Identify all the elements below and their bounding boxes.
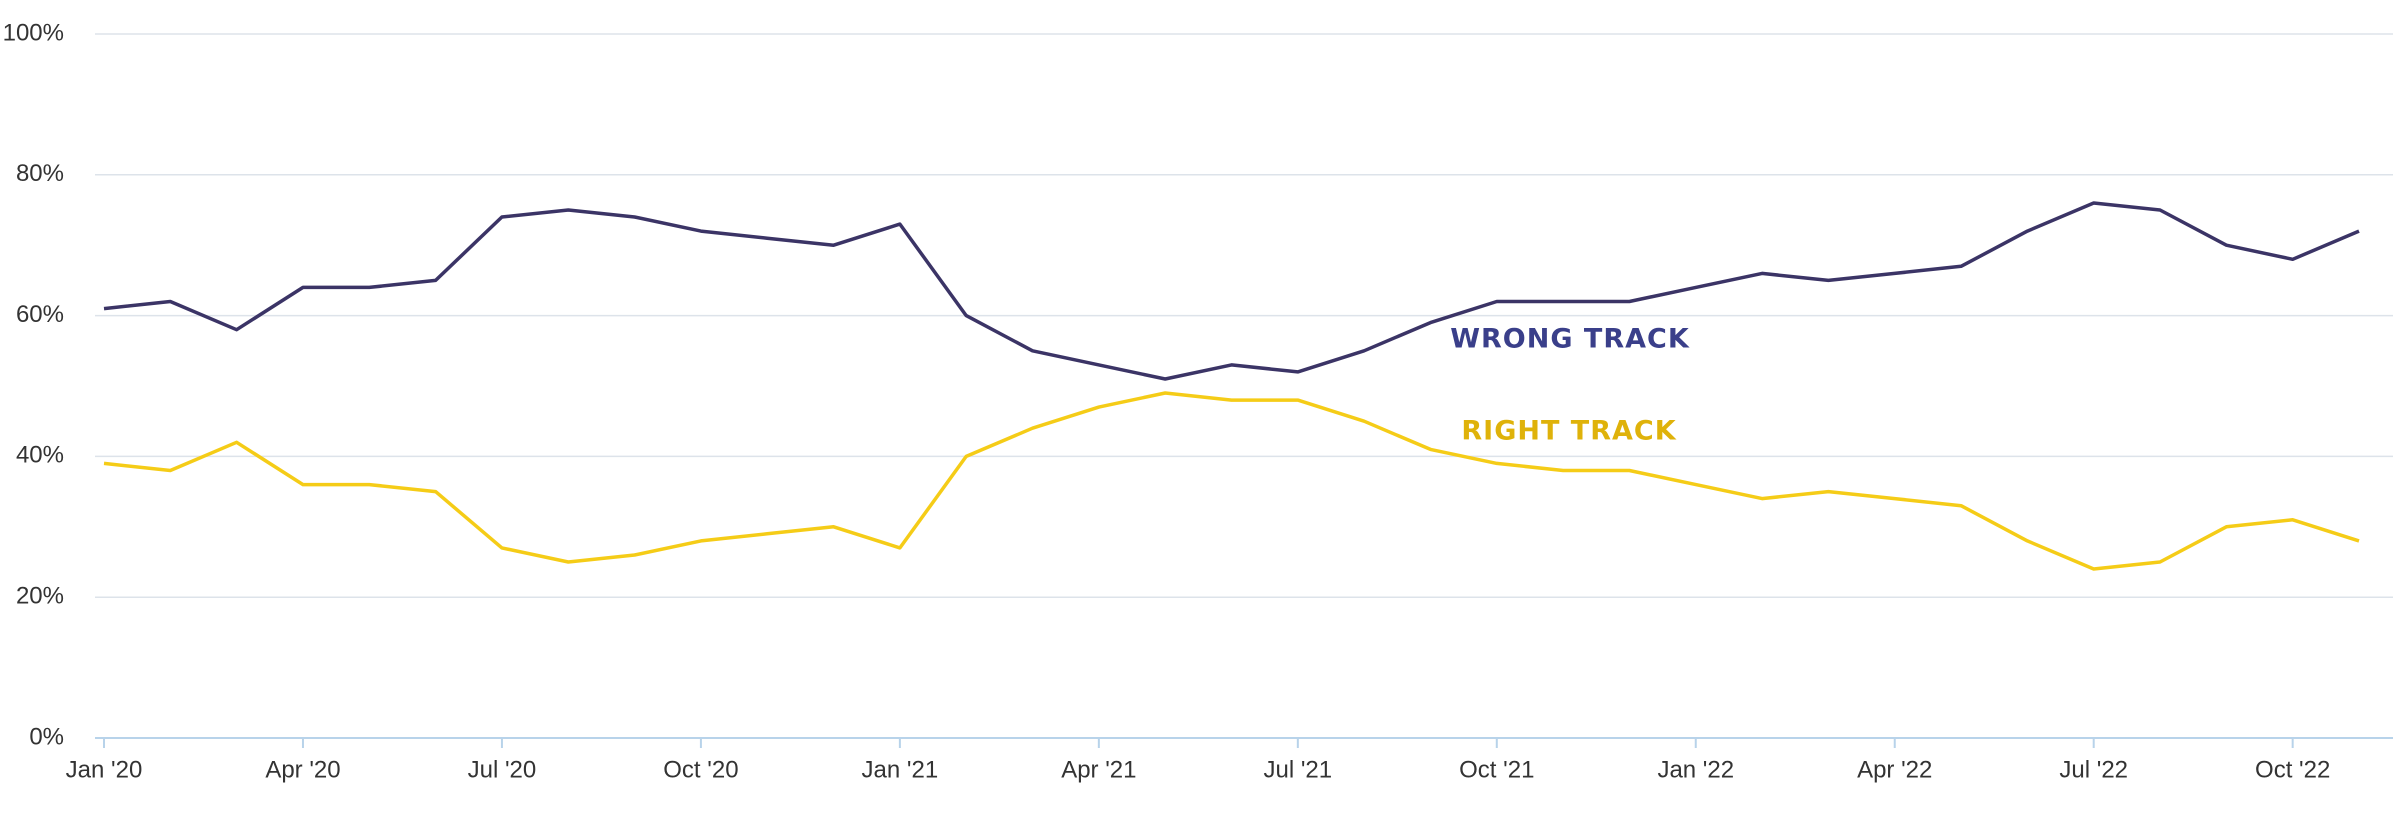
x-tick-label: Apr '22 [1857,756,1932,783]
x-tick-label: Oct '22 [2255,756,2330,783]
y-tick-label: 40% [16,442,64,469]
x-tick-label: Oct '20 [663,756,738,783]
x-tick-label: Oct '21 [1459,756,1534,783]
x-tick-label: Apr '20 [265,756,340,783]
y-tick-label: 80% [16,160,64,187]
series-label: WRONG TRACK [1450,324,1690,355]
x-tick-label: Apr '21 [1061,756,1136,783]
line [103,391,2360,571]
line [103,201,2360,381]
y-tick-label: 60% [16,301,64,328]
x-tick-label: Jan '20 [66,756,143,783]
y-tick-label: 0% [29,723,64,750]
series-label: RIGHT TRACK [1461,416,1676,447]
y-tick-label: 100% [3,19,64,46]
x-tick-label: Jul '22 [2059,756,2128,783]
x-tick-label: Jul '21 [1264,756,1333,783]
x-tick-label: Jan '21 [862,756,939,783]
x-tick-label: Jan '22 [1657,756,1734,783]
x-tick-label: Jul '20 [468,756,537,783]
y-tick-label: 20% [16,583,64,610]
